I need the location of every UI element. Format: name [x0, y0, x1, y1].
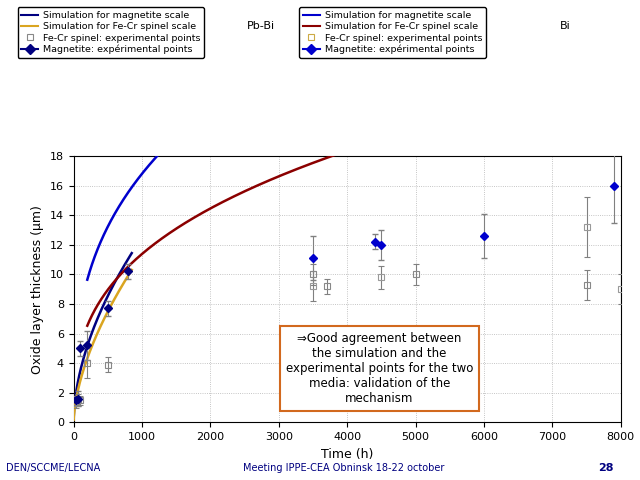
- Text: Bi: Bi: [560, 22, 571, 31]
- Legend: Simulation for magnetite scale, Simulation for Fe-Cr spinel scale, Fe-Cr spinel:: Simulation for magnetite scale, Simulati…: [17, 7, 204, 58]
- Text: 28: 28: [598, 463, 614, 473]
- X-axis label: Time (h): Time (h): [321, 448, 373, 461]
- Legend: Simulation for magnetite scale, Simulation for Fe-Cr spinel scale, Fe-Cr spinel:: Simulation for magnetite scale, Simulati…: [299, 7, 486, 58]
- Text: Pb-Bi: Pb-Bi: [246, 22, 275, 31]
- Text: ⇒Good agreement between
the simulation and the
experimental points for the two
m: ⇒Good agreement between the simulation a…: [285, 332, 473, 405]
- Text: Meeting IPPE-CEA Obninsk 18-22 october: Meeting IPPE-CEA Obninsk 18-22 october: [243, 463, 445, 473]
- Y-axis label: Oxide layer thickness (μm): Oxide layer thickness (μm): [31, 205, 44, 373]
- Text: DEN/SCCME/LECNA: DEN/SCCME/LECNA: [6, 463, 100, 473]
